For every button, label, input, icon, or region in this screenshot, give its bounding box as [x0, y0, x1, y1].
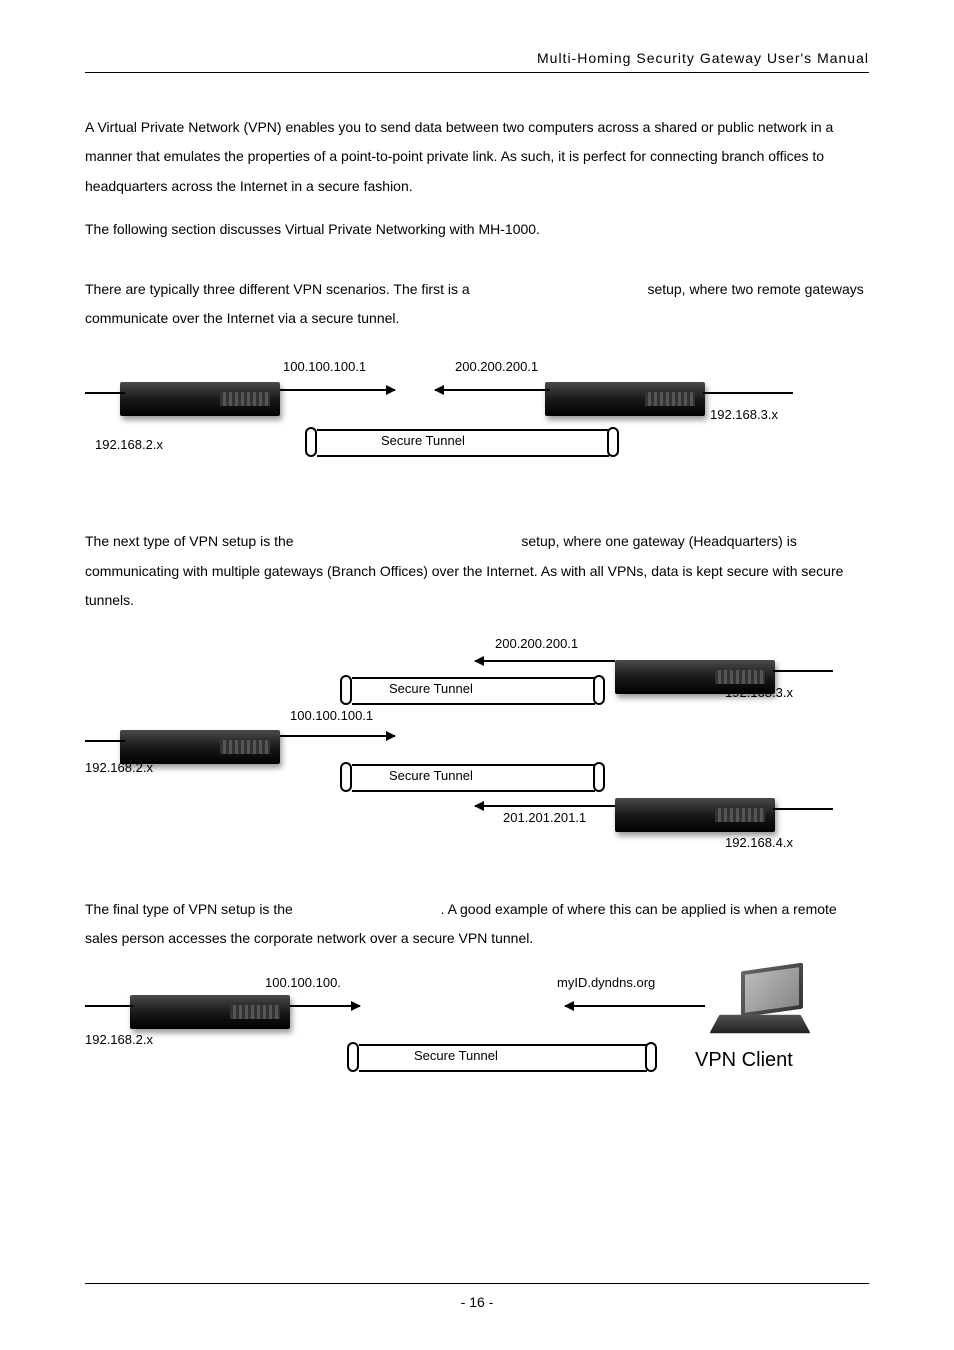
- net-line: [85, 1005, 133, 1007]
- label-right-lan: 192.168.3.x: [710, 407, 778, 422]
- tunnel-line: [352, 790, 595, 792]
- net-line: [703, 392, 793, 394]
- scenario1-text-a: There are typically three different VPN …: [85, 281, 474, 297]
- label-hq-lan: 192.168.2.x: [85, 760, 153, 775]
- arrow-left: [565, 1005, 705, 1007]
- tunnel-line: [317, 455, 609, 457]
- tunnel-cap-icon: [347, 1042, 359, 1072]
- diagram-remote-client: 192.168.2.x 100.100.100. myID.dyndns.org…: [85, 967, 869, 1107]
- page-footer: - 16 -: [85, 1283, 869, 1310]
- router-icon: [130, 995, 290, 1029]
- scenario2-text-a: The next type of VPN setup is the: [85, 533, 297, 549]
- page-number: - 16 -: [85, 1294, 869, 1310]
- label-tunnel: Secure Tunnel: [377, 433, 469, 448]
- diagram-hub-spoke: 192.168.2.x 100.100.100.1 192.168.3.x 20…: [85, 630, 869, 865]
- tunnel-cap-icon: [340, 675, 352, 705]
- diagram-gateway-to-gateway: 192.168.2.x 100.100.100.1 192.168.3.x 20…: [85, 347, 869, 497]
- label-branch2-lan: 192.168.4.x: [725, 835, 793, 850]
- tunnel-cap-icon: [593, 675, 605, 705]
- tunnel-cap-icon: [593, 762, 605, 792]
- intro-paragraph-2: The following section discusses Virtual …: [85, 215, 869, 244]
- scenario3-text: The final type of VPN setup is the . A g…: [85, 895, 869, 954]
- scenario2-text: The next type of VPN setup is the setup,…: [85, 527, 869, 615]
- arrow-right: [280, 389, 395, 391]
- net-line: [85, 740, 125, 742]
- tunnel-line: [352, 764, 595, 766]
- label-tunnel: Secure Tunnel: [385, 768, 477, 783]
- net-line: [773, 670, 833, 672]
- arrow-right: [290, 1005, 360, 1007]
- label-tunnel: Secure Tunnel: [410, 1048, 502, 1063]
- label-gw-ip: 100.100.100.: [265, 975, 341, 990]
- tunnel-line: [352, 677, 595, 679]
- tunnel-line: [317, 429, 609, 431]
- laptop-icon: [715, 967, 810, 1042]
- label-hq-ip: 100.100.100.1: [290, 708, 373, 723]
- label-branch1-ip: 200.200.200.1: [495, 636, 578, 651]
- tunnel-line: [359, 1070, 647, 1072]
- arrow-left: [475, 805, 615, 807]
- arrow-right: [280, 735, 395, 737]
- net-line: [85, 392, 125, 394]
- label-right-ip: 200.200.200.1: [455, 359, 538, 374]
- arrow-left: [475, 660, 615, 662]
- arrow-left: [435, 389, 550, 391]
- label-tunnel: Secure Tunnel: [385, 681, 477, 696]
- tunnel-cap-icon: [645, 1042, 657, 1072]
- header-rule: [85, 72, 869, 73]
- label-branch2-ip: 201.201.201.1: [503, 810, 586, 825]
- tunnel-line: [352, 703, 595, 705]
- label-client-host: myID.dyndns.org: [557, 975, 655, 990]
- scenario3-text-a: The final type of VPN setup is the: [85, 901, 297, 917]
- label-left-lan: 192.168.2.x: [95, 437, 163, 452]
- tunnel-cap-icon: [305, 427, 317, 457]
- router-icon: [120, 382, 280, 416]
- router-icon: [615, 798, 775, 832]
- tunnel-cap-icon: [607, 427, 619, 457]
- router-icon: [545, 382, 705, 416]
- tunnel-line: [359, 1044, 647, 1046]
- tunnel-cap-icon: [340, 762, 352, 792]
- intro-paragraph-1: A Virtual Private Network (VPN) enables …: [85, 113, 869, 201]
- scenario1-text: There are typically three different VPN …: [85, 275, 869, 334]
- label-left-ip: 100.100.100.1: [283, 359, 366, 374]
- net-line: [773, 808, 833, 810]
- label-vpn-client: VPN Client: [695, 1049, 793, 1072]
- header-title: Multi-Homing Security Gateway User's Man…: [85, 50, 869, 66]
- router-icon: [120, 730, 280, 764]
- label-branch1-lan: 192.168.3.x: [725, 685, 793, 700]
- footer-rule: [85, 1283, 869, 1284]
- label-gw-lan: 192.168.2.x: [85, 1032, 153, 1047]
